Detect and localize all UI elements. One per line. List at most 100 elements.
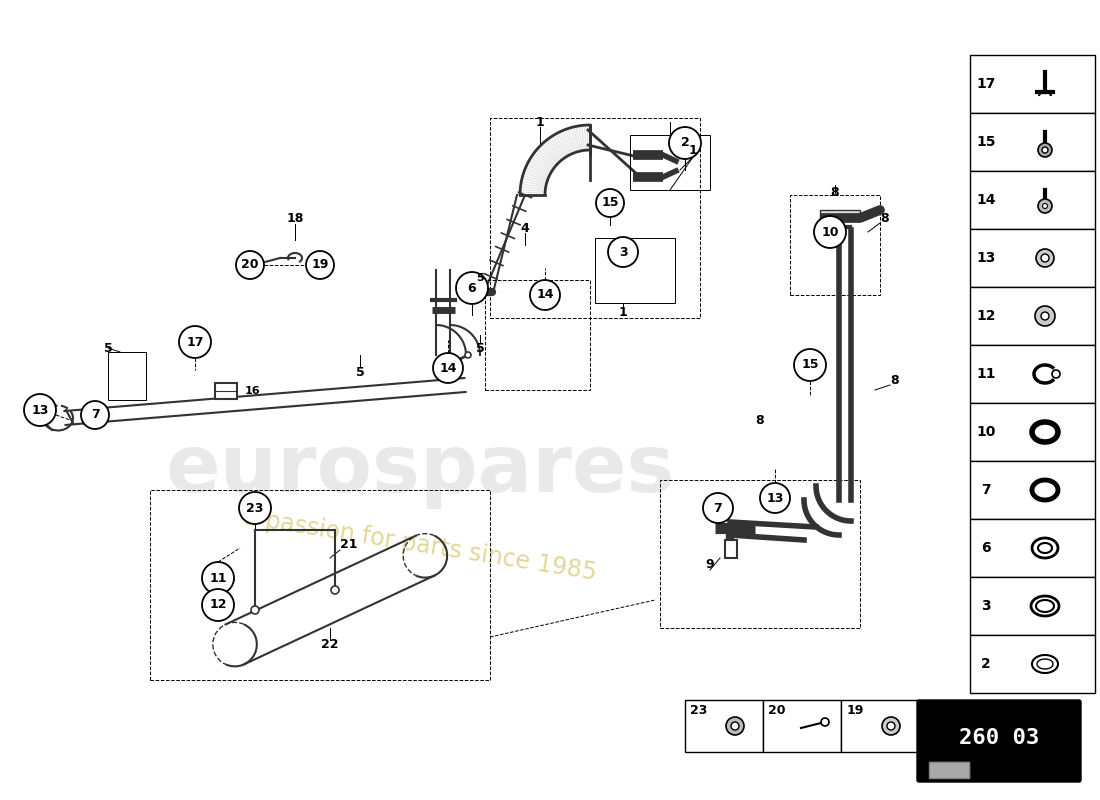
Text: 22: 22 — [321, 638, 339, 651]
Text: 23: 23 — [246, 502, 264, 514]
Text: 10: 10 — [822, 226, 838, 238]
Circle shape — [179, 326, 211, 358]
Text: 20: 20 — [768, 703, 785, 717]
Text: a passion for parts since 1985: a passion for parts since 1985 — [242, 506, 598, 585]
Bar — [970, 577, 1094, 635]
Text: 11: 11 — [209, 571, 227, 585]
Text: 7: 7 — [714, 502, 723, 514]
Text: 5: 5 — [103, 342, 112, 354]
Text: 9: 9 — [706, 558, 714, 571]
Circle shape — [608, 237, 638, 267]
Text: 5: 5 — [475, 342, 484, 354]
Circle shape — [821, 718, 829, 726]
Circle shape — [1041, 254, 1049, 262]
Bar — [970, 287, 1094, 345]
Text: 17: 17 — [186, 335, 204, 349]
Bar — [970, 345, 1094, 403]
Circle shape — [726, 717, 744, 735]
Circle shape — [306, 251, 334, 279]
Circle shape — [596, 189, 624, 217]
Bar — [595, 238, 675, 303]
Text: 6: 6 — [981, 541, 991, 555]
Circle shape — [1036, 249, 1054, 267]
Text: 5: 5 — [355, 366, 364, 378]
Bar — [214, 383, 236, 399]
Text: 1: 1 — [618, 306, 627, 319]
Circle shape — [669, 127, 701, 159]
Circle shape — [202, 562, 234, 594]
Circle shape — [732, 722, 739, 730]
Text: 11: 11 — [977, 367, 996, 381]
Bar — [685, 700, 763, 752]
Text: 1: 1 — [689, 143, 697, 157]
Circle shape — [530, 280, 560, 310]
Circle shape — [202, 589, 234, 621]
Bar — [790, 195, 880, 295]
Bar — [970, 55, 1094, 113]
Text: 4: 4 — [520, 222, 529, 234]
Bar — [108, 352, 146, 400]
Text: 15: 15 — [602, 197, 618, 210]
Text: 14: 14 — [977, 193, 996, 207]
Text: 3: 3 — [981, 599, 991, 613]
Text: 8: 8 — [830, 186, 839, 199]
Polygon shape — [930, 762, 969, 778]
Text: 14: 14 — [537, 289, 553, 302]
Text: 8: 8 — [756, 414, 764, 426]
Circle shape — [81, 401, 109, 429]
Text: eurospares: eurospares — [165, 431, 674, 509]
Circle shape — [465, 352, 471, 358]
Circle shape — [760, 483, 790, 513]
Bar — [630, 135, 710, 190]
Circle shape — [794, 349, 826, 381]
Circle shape — [703, 493, 733, 523]
Text: 2: 2 — [681, 137, 690, 150]
Bar — [660, 480, 860, 628]
Circle shape — [882, 717, 900, 735]
Text: 15: 15 — [801, 358, 818, 371]
Text: 3: 3 — [618, 246, 627, 258]
Text: 7: 7 — [90, 409, 99, 422]
Text: 8: 8 — [880, 211, 889, 225]
Text: 16: 16 — [245, 386, 261, 396]
Bar — [842, 700, 918, 752]
Bar — [970, 229, 1094, 287]
Circle shape — [887, 722, 895, 730]
Text: 1: 1 — [536, 115, 544, 129]
Circle shape — [1041, 312, 1049, 320]
Text: 15: 15 — [977, 135, 996, 149]
Text: 23: 23 — [691, 703, 707, 717]
Text: 8: 8 — [890, 374, 899, 386]
Bar — [763, 700, 842, 752]
Polygon shape — [930, 762, 969, 778]
Circle shape — [1038, 199, 1052, 213]
Text: 12: 12 — [977, 309, 996, 323]
Text: 7: 7 — [981, 483, 991, 497]
Text: 260 03: 260 03 — [959, 728, 1040, 748]
Circle shape — [236, 251, 264, 279]
Circle shape — [433, 353, 463, 383]
Circle shape — [331, 586, 339, 594]
Text: 21: 21 — [340, 538, 358, 551]
Text: 10: 10 — [977, 425, 996, 439]
Circle shape — [251, 606, 258, 614]
Circle shape — [1052, 370, 1060, 378]
Bar — [820, 210, 860, 220]
Circle shape — [24, 394, 56, 426]
Bar — [970, 113, 1094, 171]
Text: 17: 17 — [977, 77, 996, 91]
Bar — [970, 403, 1094, 461]
Bar — [485, 280, 590, 390]
Bar — [490, 118, 700, 318]
Bar — [970, 519, 1094, 577]
Bar — [725, 540, 737, 558]
Bar — [970, 635, 1094, 693]
Text: 20: 20 — [241, 258, 258, 271]
Text: 19: 19 — [311, 258, 329, 271]
Text: 13: 13 — [31, 403, 48, 417]
Text: 13: 13 — [977, 251, 996, 265]
Circle shape — [1042, 147, 1048, 153]
Circle shape — [239, 492, 271, 524]
Text: 5: 5 — [476, 273, 484, 283]
FancyBboxPatch shape — [917, 700, 1081, 782]
